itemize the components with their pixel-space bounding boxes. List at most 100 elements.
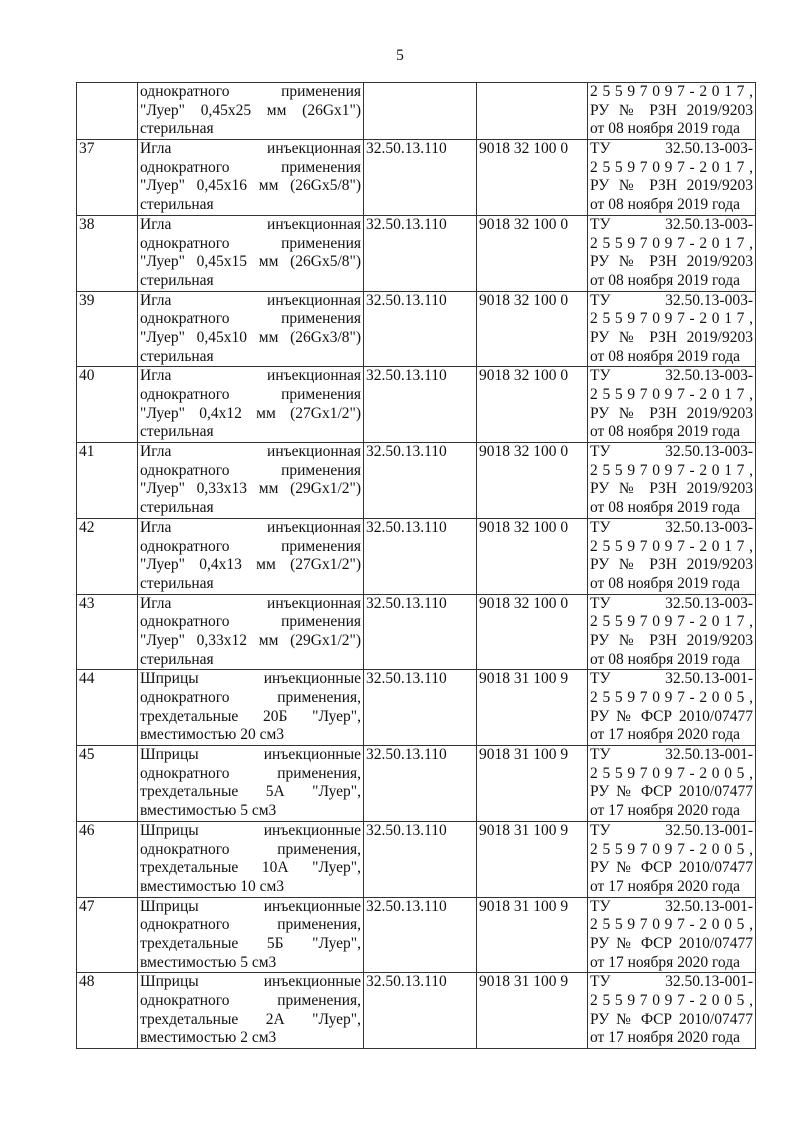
okpd-code: 32.50.13.110 xyxy=(363,366,477,444)
product-name-line: трехдетальные 20Б "Луер", xyxy=(140,707,361,725)
tnved-code: 9018 31 100 9 xyxy=(476,820,588,898)
regulatory-document-line: РУ № ФСР 2010/07477 xyxy=(590,707,753,725)
product-name-line: однократного применения, xyxy=(140,840,361,858)
product-name-line: Шприцы инъекционные xyxy=(140,973,361,991)
okpd-code: 32.50.13.110 xyxy=(363,290,477,368)
regulatory-document-line: 2 5 5 9 7 0 9 7 - 2 0 1 7 , xyxy=(590,461,753,479)
regulatory-document-line: от 08 ноября 2019 года xyxy=(590,271,741,289)
regulatory-document-line: от 17 ноября 2020 года xyxy=(590,877,741,895)
product-name-line: Шприцы инъекционные xyxy=(140,670,361,688)
product-name-line: вместимостью 2 см3 xyxy=(140,1029,277,1047)
okpd-code: 32.50.13.110 xyxy=(363,745,477,822)
regulatory-document: ТУ 32.50.13-003- 2 5 5 9 7 0 9 7 - 2 0 1 … xyxy=(587,517,756,595)
regulatory-document-line: ТУ 32.50.13-001- xyxy=(590,670,753,688)
okpd-code xyxy=(363,81,477,141)
table-row: 42 Игла инъекционная однократного применен… xyxy=(76,517,756,595)
table-row: 38 Игла инъекционная однократного применен… xyxy=(76,214,756,292)
regulatory-document: ТУ 32.50.13-003- 2 5 5 9 7 0 9 7 - 2 0 1 … xyxy=(587,442,756,519)
product-name-line: стерильная xyxy=(140,423,214,441)
product-name: однократного применения "Луер" 0,45х25 мм… xyxy=(137,81,364,141)
regulatory-document-line: ТУ 32.50.13-003- xyxy=(590,594,753,612)
product-name-line: вместимостью 20 см3 xyxy=(140,726,285,744)
regulatory-document: ТУ 32.50.13-003- 2 5 5 9 7 0 9 7 - 2 0 1 … xyxy=(587,290,756,368)
product-name-line: трехдетальные 10А "Луер", xyxy=(140,859,361,877)
regulatory-document-line: 2 5 5 9 7 0 9 7 - 2 0 0 5 , xyxy=(590,764,753,782)
product-name: Шприцы инъекционные однократного применен… xyxy=(137,669,364,747)
product-name-line: однократного применения xyxy=(140,310,361,328)
product-name-line: однократного применения xyxy=(140,158,361,176)
regulatory-document-line: от 08 ноября 2019 года xyxy=(590,196,741,214)
tnved-code: 9018 32 100 0 xyxy=(476,139,588,216)
tnved-code: 9018 31 100 9 xyxy=(476,972,588,1050)
product-name-line: стерильная xyxy=(140,271,214,289)
product-name-line: однократного применения xyxy=(140,234,361,252)
product-name-line: Игла инъекционная xyxy=(140,443,361,461)
regulatory-document-line: ТУ 32.50.13-001- xyxy=(590,973,753,991)
product-name-line: трехдетальные 5Б "Луер", xyxy=(140,934,361,952)
regulatory-document: ТУ 32.50.13-003- 2 5 5 9 7 0 9 7 - 2 0 1 … xyxy=(587,593,756,671)
regulatory-document-line: 2 5 5 9 7 0 9 7 - 2 0 1 7 , xyxy=(590,537,753,555)
regulatory-document-line: 2 5 5 9 7 0 9 7 - 2 0 1 7 , xyxy=(590,613,753,631)
regulatory-document: ТУ 32.50.13-001- 2 5 5 9 7 0 9 7 - 2 0 0 … xyxy=(587,896,756,974)
product-name-line: Игла инъекционная xyxy=(140,367,361,385)
product-name-line: Шприцы инъекционные xyxy=(140,897,361,915)
product-name-line: стерильная xyxy=(140,120,214,138)
product-name-line: "Луер" 0,4х12 мм (27Gx1/2") xyxy=(140,404,361,422)
tnved-code: 9018 31 100 9 xyxy=(476,745,588,822)
product-name-line: "Луер" 0,45х16 мм (26Gx5/8") xyxy=(140,177,361,195)
product-name-line: Шприцы инъекционные xyxy=(140,821,361,839)
product-name-line: "Луер" 0,45х10 мм (26Gx3/8") xyxy=(140,328,361,346)
product-name-line: "Луер" 0,4х13 мм (27Gx1/2") xyxy=(140,556,361,574)
table-row: 44 Шприцы инъекционные однократного примен… xyxy=(76,669,756,747)
product-name-line: Игла инъекционная xyxy=(140,140,361,158)
regulatory-document-line: 2 5 5 9 7 0 9 7 - 2 0 0 5 , xyxy=(590,916,753,934)
product-name-line: однократного применения xyxy=(140,537,361,555)
regulatory-document-line: от 08 ноября 2019 года xyxy=(590,120,741,138)
tnved-code: 9018 32 100 0 xyxy=(476,442,588,519)
okpd-code: 32.50.13.110 xyxy=(363,820,477,898)
product-name-line: однократного применения xyxy=(140,83,361,100)
regulatory-document-line: от 08 ноября 2019 года xyxy=(590,423,741,441)
row-number: 48 xyxy=(76,972,138,1050)
regulatory-document-line: 2 5 5 9 7 0 9 7 - 2 0 1 7 , xyxy=(590,386,753,403)
product-name: Шприцы инъекционные однократного применен… xyxy=(137,820,364,898)
regulatory-document-line: РУ № ФСР 2010/07477 xyxy=(590,783,753,801)
okpd-code: 32.50.13.110 xyxy=(363,972,477,1050)
table-row: 37 Игла инъекционная однократного применен… xyxy=(76,139,756,216)
product-name: Игла инъекционная однократного применения… xyxy=(137,593,364,671)
product-name: Игла инъекционная однократного применения… xyxy=(137,366,364,444)
product-name-line: стерильная xyxy=(140,499,214,517)
regulatory-document-line: РУ № РЗН 2019/9203 xyxy=(590,101,753,119)
regulatory-document: ТУ 32.50.13-001- 2 5 5 9 7 0 9 7 - 2 0 0 … xyxy=(587,820,756,898)
row-number: 42 xyxy=(76,517,138,595)
regulatory-document-line: ТУ 32.50.13-003- xyxy=(590,215,753,233)
tnved-code xyxy=(476,81,588,141)
okpd-code: 32.50.13.110 xyxy=(363,139,477,216)
regulatory-document-line: 2 5 5 9 7 0 9 7 - 2 0 0 5 , xyxy=(590,992,753,1009)
regulatory-document-line: от 08 ноября 2019 года xyxy=(590,347,741,365)
product-name-line: трехдетальные 2А "Луер", xyxy=(140,1010,361,1028)
product-name-line: однократного применения, xyxy=(140,689,361,706)
product-name-line: стерильная xyxy=(140,650,214,668)
regulatory-document: 2 5 5 9 7 0 9 7 - 2 0 1 7 , РУ № РЗН 2019… xyxy=(587,81,756,141)
regulatory-document-line: ТУ 32.50.13-003- xyxy=(590,443,753,461)
row-number: 45 xyxy=(76,745,138,822)
regulatory-document-line: РУ № РЗН 2019/9203 xyxy=(590,328,753,346)
table-row: 41 Игла инъекционная однократного применен… xyxy=(76,442,756,519)
product-name-line: "Луер" 0,45х25 мм (26Gx1") xyxy=(140,101,361,119)
regulatory-document-line: ТУ 32.50.13-003- xyxy=(590,291,753,309)
regulatory-document-line: 2 5 5 9 7 0 9 7 - 2 0 1 7 , xyxy=(590,234,753,252)
regulatory-document-line: от 08 ноября 2019 года xyxy=(590,499,741,517)
regulatory-document-line: РУ № РЗН 2019/9203 xyxy=(590,253,753,271)
regulatory-document-line: РУ № РЗН 2019/9203 xyxy=(590,404,753,422)
product-name-line: Шприцы инъекционные xyxy=(140,746,361,764)
okpd-code: 32.50.13.110 xyxy=(363,214,477,292)
product-name-line: стерильная xyxy=(140,196,214,214)
product-name: Игла инъекционная однократного применения… xyxy=(137,214,364,292)
product-name-line: вместимостью 10 см3 xyxy=(140,877,285,895)
regulatory-document-line: РУ № РЗН 2019/9203 xyxy=(590,480,753,498)
product-name-line: однократного применения, xyxy=(140,992,361,1009)
product-name-line: трехдетальные 5А "Луер", xyxy=(140,783,361,801)
row-number: 44 xyxy=(76,669,138,747)
regulatory-document-line: ТУ 32.50.13-003- xyxy=(590,518,753,536)
